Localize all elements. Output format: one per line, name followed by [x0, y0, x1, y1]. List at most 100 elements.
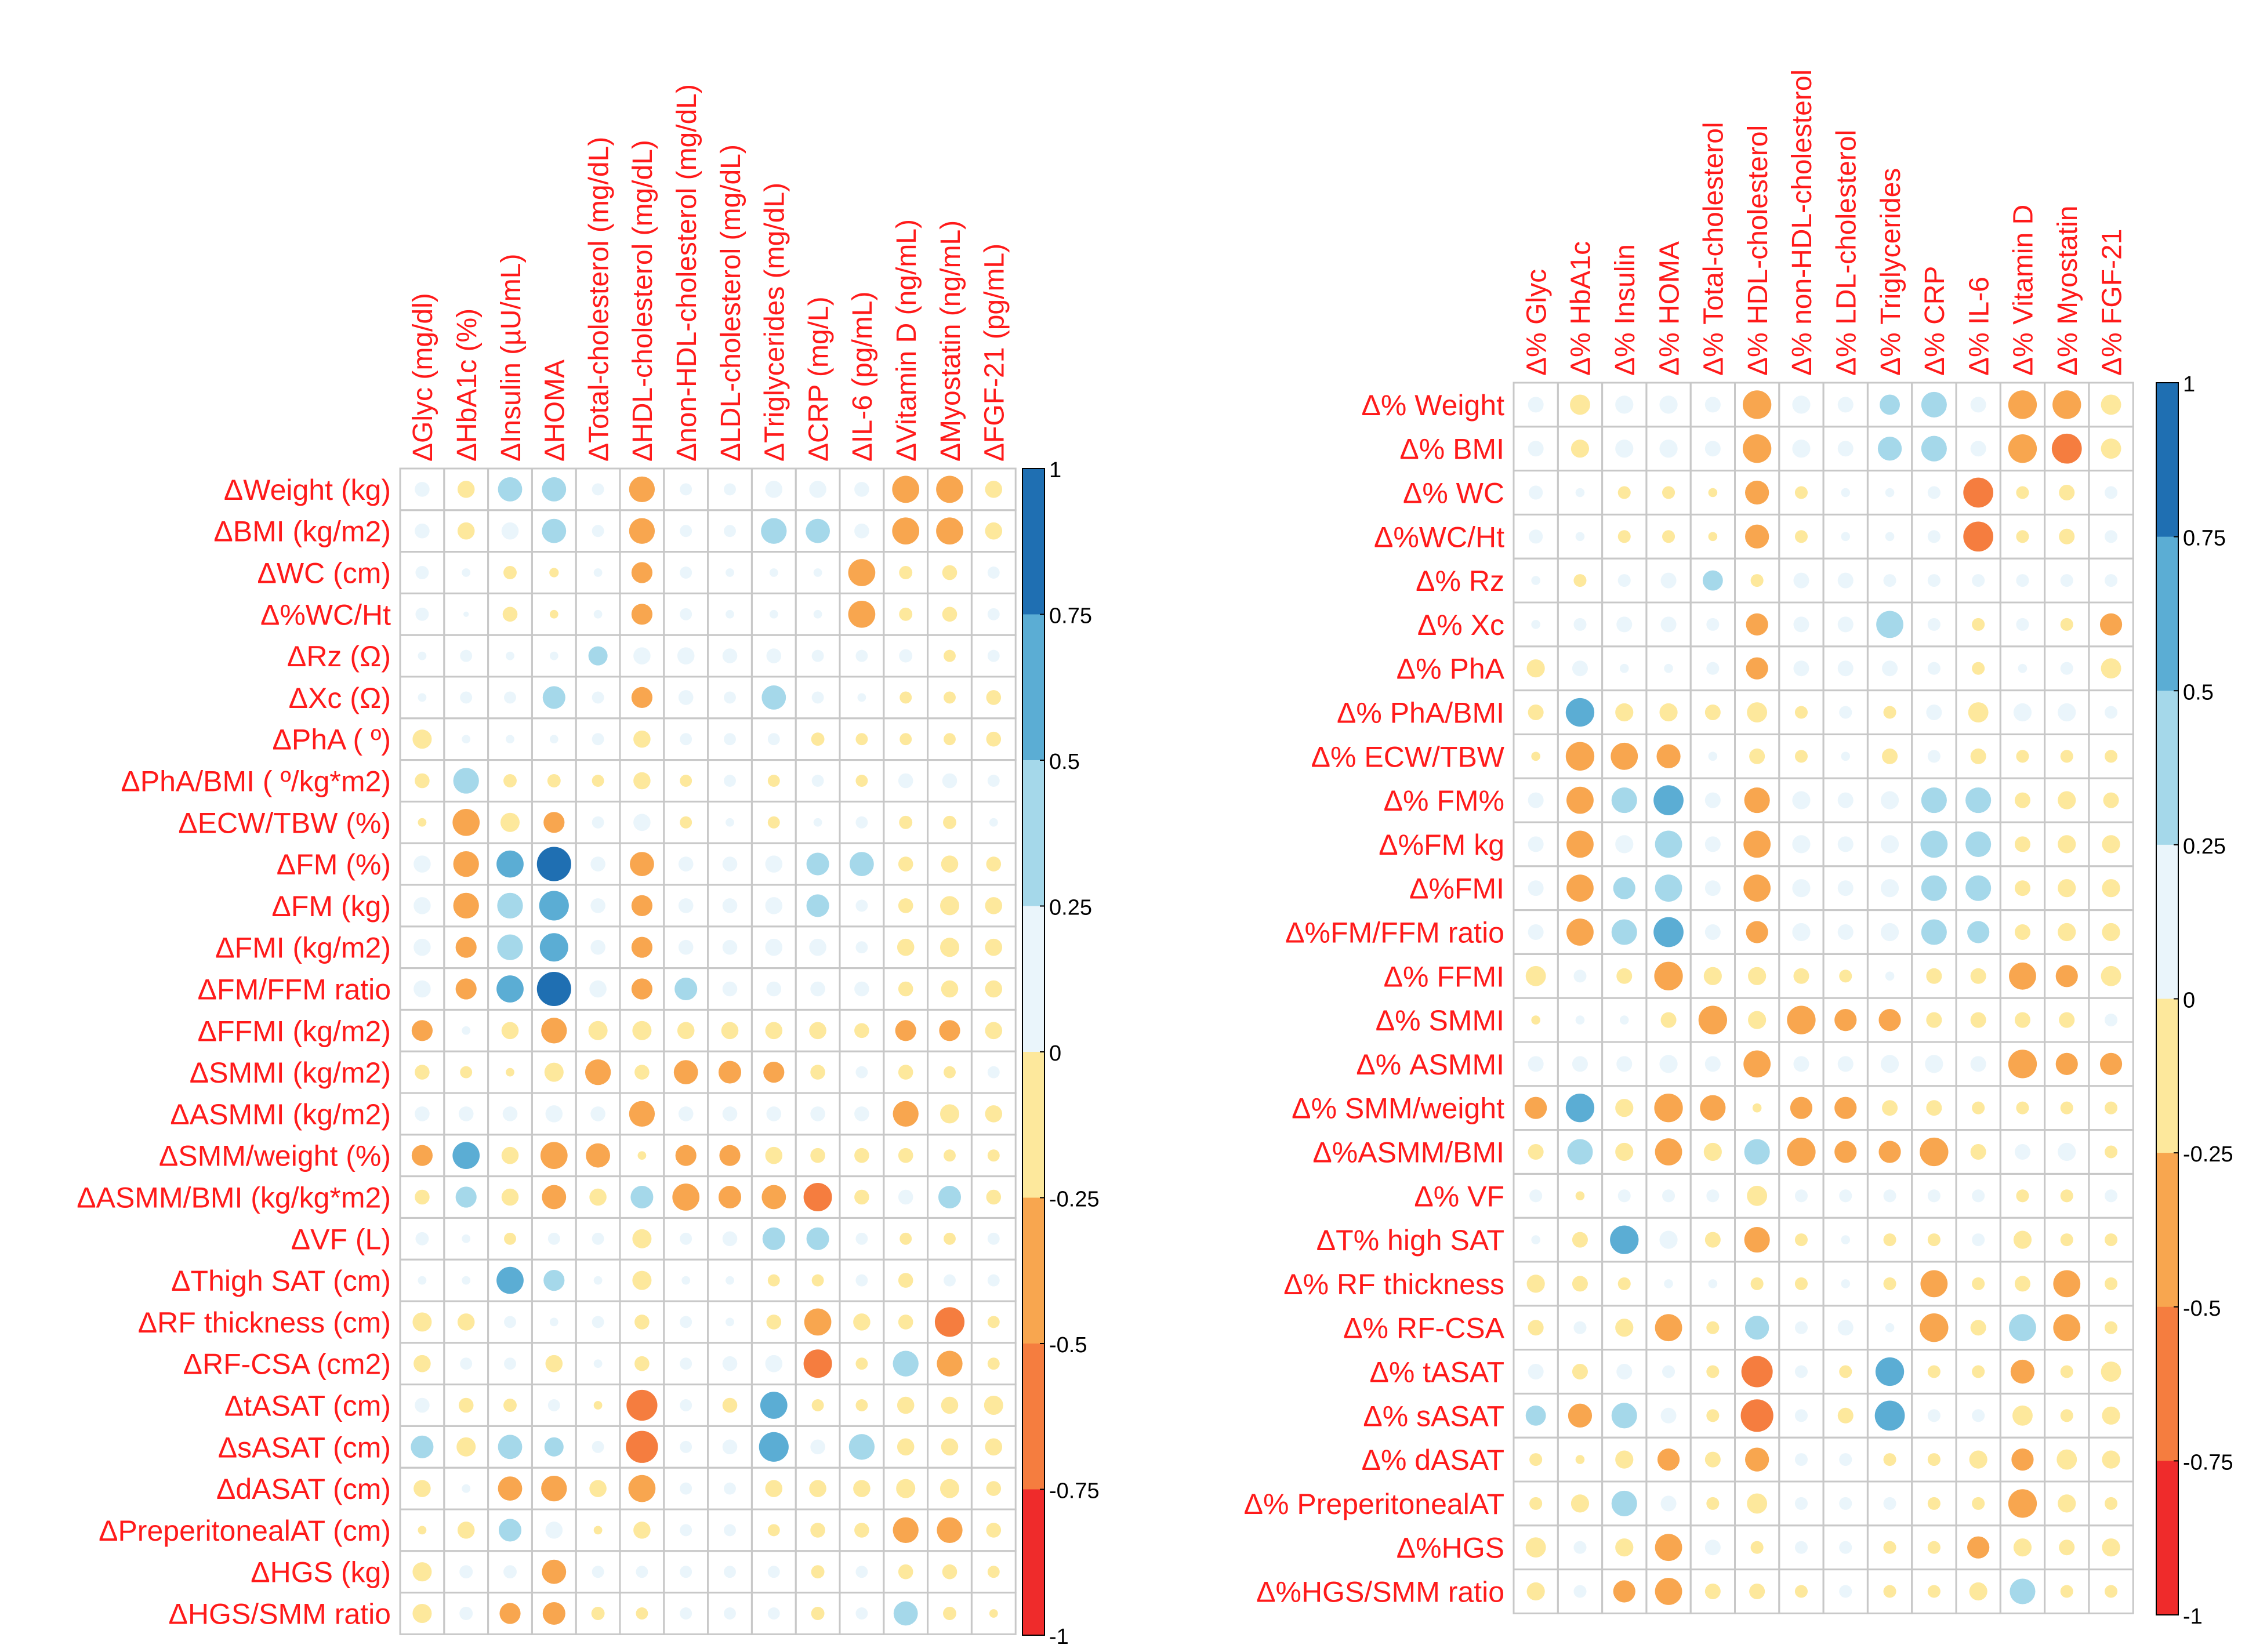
correlation-circle — [536, 971, 571, 1007]
correlation-circle — [1927, 750, 1941, 763]
correlation-circle — [1531, 1235, 1540, 1244]
correlation-circle — [718, 1185, 742, 1209]
correlation-circle — [942, 565, 957, 580]
correlation-circle — [1654, 961, 1683, 990]
colorbar-segment — [2156, 844, 2178, 999]
correlation-circle — [1792, 440, 1811, 458]
correlation-circle — [2060, 1585, 2073, 1598]
correlation-circle — [1706, 1497, 1720, 1510]
column-label: Δ% HbA1c — [1566, 241, 1597, 376]
correlation-circle — [1745, 1316, 1769, 1340]
correlation-circle — [2102, 1406, 2120, 1425]
correlation-circle — [1575, 1015, 1585, 1025]
correlation-circle — [1706, 1189, 1720, 1203]
correlation-circle — [1617, 486, 1631, 499]
row-label: Δ%FMI — [1409, 873, 1504, 905]
correlation-circle — [1698, 1005, 1728, 1034]
correlation-circle — [1528, 792, 1544, 808]
colorbar-tick-label: 1 — [2183, 372, 2195, 397]
correlation-circle — [1573, 1541, 1587, 1554]
correlation-circle — [893, 1601, 918, 1626]
correlation-circle — [718, 1061, 742, 1084]
correlation-circle — [855, 775, 868, 787]
correlation-circle — [1616, 616, 1633, 633]
correlation-circle — [680, 483, 692, 496]
correlation-circle — [1611, 1403, 1637, 1429]
correlation-circle — [986, 1523, 1002, 1538]
column-label: Δ% IL-6 — [1964, 277, 1994, 376]
column-label: Δ% Vitamin D — [2008, 205, 2039, 376]
row-label: ΔFM (%) — [277, 848, 391, 881]
correlation-circle — [414, 1355, 431, 1373]
correlation-circle — [722, 856, 738, 872]
column-label: ΔVitamin D (ng/mL) — [891, 219, 922, 462]
correlation-circle — [811, 691, 824, 704]
correlation-circle — [2102, 923, 2120, 942]
correlation-circle — [941, 1438, 959, 1456]
correlation-circle — [2105, 1014, 2118, 1027]
correlation-circle — [1704, 441, 1721, 457]
correlation-circle — [986, 690, 1002, 705]
correlation-circle — [1927, 1585, 1941, 1598]
correlation-circle — [767, 816, 780, 829]
correlation-circle — [937, 1350, 963, 1377]
correlation-circle — [1704, 836, 1721, 852]
correlation-circle — [1790, 1097, 1813, 1119]
correlation-circle — [1883, 574, 1896, 587]
correlation-circle — [761, 1185, 786, 1210]
correlation-circle — [1744, 787, 1770, 814]
row-label: Δ% SMM/weight — [1292, 1092, 1504, 1125]
correlation-circle — [1967, 921, 1990, 943]
correlation-circle — [985, 980, 1003, 998]
correlation-circle — [1528, 1143, 1544, 1160]
correlation-circle — [1969, 1582, 1987, 1601]
correlation-circle — [1526, 659, 1545, 678]
correlation-circle — [2101, 1361, 2121, 1382]
correlation-circle — [1660, 616, 1677, 633]
correlation-circle — [893, 1101, 919, 1127]
correlation-circle — [987, 1357, 1000, 1370]
column-label: Δ% Myostatin — [2052, 206, 2083, 376]
correlation-circle — [1837, 792, 1854, 808]
colorbar-tick-label: 0 — [2183, 989, 2195, 1013]
correlation-circle — [810, 981, 825, 997]
correlation-circle — [1921, 787, 1947, 814]
row-label: Δ% Rz — [1416, 565, 1504, 597]
correlation-circle — [936, 517, 963, 545]
correlation-circle — [813, 568, 822, 577]
correlation-circle — [2008, 434, 2037, 463]
correlation-circle — [631, 604, 652, 625]
correlation-circle — [811, 732, 825, 746]
correlation-circle — [899, 815, 913, 829]
correlation-circle — [1927, 574, 1941, 587]
correlation-circle — [634, 1315, 650, 1330]
row-label: Δ% tASAT — [1369, 1356, 1504, 1389]
correlation-circle — [411, 1145, 433, 1166]
correlation-circle — [589, 1480, 607, 1497]
colorbar-tick-label: -1 — [1049, 1625, 1069, 1649]
row-label: ΔVF (L) — [291, 1223, 391, 1255]
correlation-circle — [811, 1607, 825, 1620]
correlation-circle — [460, 649, 473, 662]
correlation-circle — [855, 733, 868, 746]
correlation-circle — [504, 1316, 516, 1328]
correlation-circle — [986, 1189, 1002, 1205]
correlation-circle — [418, 818, 427, 827]
correlation-circle — [1528, 397, 1544, 413]
correlation-circle — [940, 1104, 960, 1124]
correlation-circle — [1883, 1585, 1896, 1598]
correlation-circle — [1615, 1319, 1634, 1337]
correlation-circle — [2101, 965, 2121, 986]
correlation-circle — [1972, 1101, 1985, 1114]
correlation-circle — [1746, 657, 1768, 680]
correlation-circle — [1706, 618, 1720, 631]
correlation-circle — [1921, 435, 1947, 462]
correlation-circle — [1927, 662, 1941, 675]
correlation-circle — [719, 1145, 741, 1166]
correlation-circle — [1573, 618, 1587, 631]
correlation-circle — [1653, 917, 1684, 947]
correlation-circle — [900, 733, 912, 746]
correlation-circle — [680, 1482, 692, 1495]
column-label: Δ% FGF-21 — [2097, 229, 2127, 376]
